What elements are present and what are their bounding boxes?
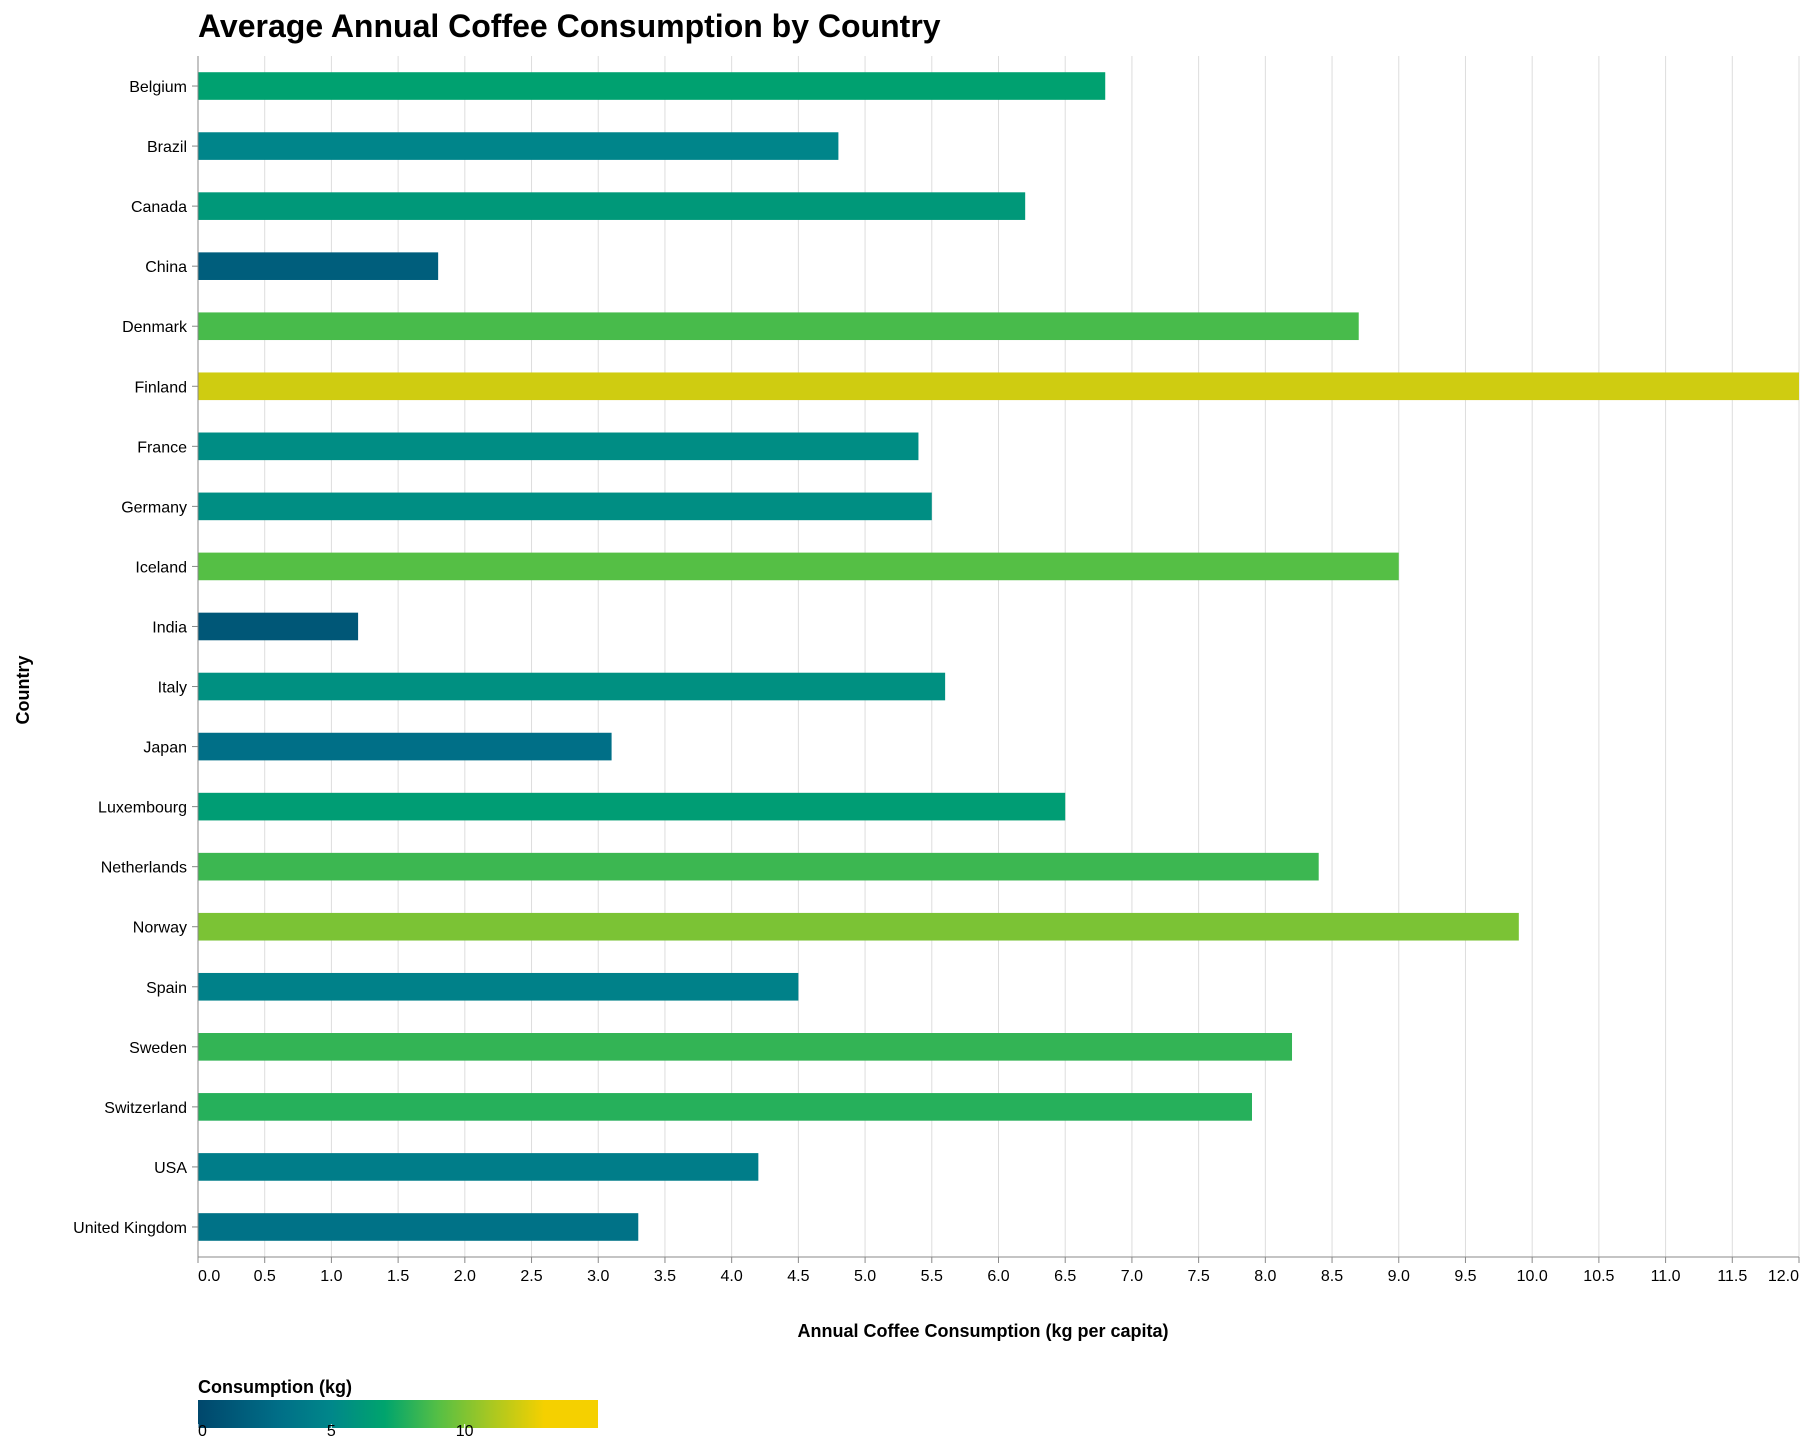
bar-norway [198, 912, 1519, 941]
color-legend: Consumption (kg) 0 5 10 [197, 1377, 598, 1440]
x-tick-label: 7.5 [1188, 1268, 1210, 1285]
y-tick-label: Netherlands [101, 860, 187, 877]
x-tick-label: 10.5 [1583, 1268, 1614, 1285]
y-tick-label: China [145, 259, 187, 276]
y-tick-label: Denmark [122, 319, 188, 336]
y-tick-label: USA [154, 1160, 187, 1177]
y-tick-label: Iceland [135, 559, 187, 576]
x-tick-label: 11.0 [1651, 1268, 1681, 1285]
bar-india [198, 612, 359, 641]
x-tick-label: 2.0 [454, 1268, 476, 1285]
legend-title: Consumption (kg) [198, 1377, 352, 1397]
x-tick-label: 0.5 [254, 1268, 276, 1285]
x-axis: 0.0 0.5 1.0 1.5 2.0 2.5 3.0 3.5 4.0 4.5 5.0 5.5 6.0 6… [197, 1256, 1800, 1285]
x-tick-label: 4.0 [721, 1268, 743, 1285]
bar-italy [198, 672, 946, 701]
y-tick-label: United Kingdom [73, 1220, 187, 1237]
x-tick-label: 1.5 [387, 1268, 409, 1285]
x-tick-label: 3.5 [654, 1268, 676, 1285]
x-tick-label: 4.5 [787, 1268, 809, 1285]
y-tick-label: France [137, 439, 187, 456]
x-tick-label: 11.5 [1717, 1268, 1747, 1285]
bar-spain [198, 972, 799, 1001]
y-tick-label: Luxembourg [98, 800, 187, 817]
gridlines [197, 56, 1800, 1257]
x-tick-label: 6.5 [1054, 1268, 1076, 1285]
y-axis-title: Country [13, 656, 33, 725]
bar-germany [198, 492, 932, 521]
x-tick-label: 0.0 [198, 1268, 220, 1285]
bars [198, 72, 1799, 1241]
x-tick-label: 9.5 [1454, 1268, 1476, 1285]
x-tick-label: 1.0 [320, 1268, 342, 1285]
x-tick-label: 8.0 [1254, 1268, 1276, 1285]
bar-luxembourg [198, 792, 1066, 821]
y-tick-label: Switzerland [104, 1100, 187, 1117]
x-tick-label: 12.0 [1768, 1268, 1799, 1285]
legend-tick-label: 5 [327, 1423, 336, 1438]
bar-finland [198, 372, 1799, 401]
x-axis-title: Annual Coffee Consumption (kg per capita… [797, 1321, 1168, 1341]
y-tick-label: Spain [146, 980, 187, 997]
bar-united-kingdom [198, 1213, 639, 1241]
x-tick-label: 3.0 [587, 1268, 609, 1285]
bar-sweden [198, 1033, 1293, 1061]
x-tick-label: 7.0 [1121, 1268, 1143, 1285]
bar-iceland [198, 552, 1399, 581]
y-tick-label: India [152, 619, 187, 636]
bar-switzerland [198, 1093, 1252, 1121]
bar-netherlands [198, 852, 1319, 881]
bar-china [198, 252, 439, 280]
y-tick-label: Belgium [129, 79, 187, 96]
y-axis: Belgium Brazil Canada China Denmark Finland Fr… [73, 56, 199, 1257]
y-tick-label: Norway [133, 920, 187, 937]
y-tick-label: Sweden [129, 1040, 187, 1057]
x-tick-label: 10.0 [1517, 1268, 1548, 1285]
legend-tick-label: 0 [198, 1423, 207, 1438]
x-tick-label: 5.0 [854, 1268, 876, 1285]
bar-japan [198, 732, 612, 761]
x-tick-label: 2.5 [520, 1268, 542, 1285]
y-tick-label: Brazil [147, 139, 187, 156]
bar-brazil [198, 132, 839, 160]
bar-canada [198, 192, 1026, 220]
legend-tick-label: 10 [456, 1423, 474, 1438]
x-tick-label: 5.5 [921, 1268, 943, 1285]
legend-gradient-bar [198, 1400, 598, 1428]
bar-belgium [198, 72, 1106, 100]
x-tick-label: 9.0 [1388, 1268, 1410, 1285]
y-tick-label: Finland [135, 379, 187, 396]
bar-france [198, 432, 919, 461]
y-tick-label: Italy [158, 680, 187, 697]
y-tick-label: Japan [143, 740, 187, 757]
y-tick-label: Canada [131, 199, 187, 216]
bar-denmark [198, 312, 1359, 341]
x-tick-label: 8.5 [1321, 1268, 1343, 1285]
bar-usa [198, 1153, 759, 1181]
x-tick-label: 6.0 [987, 1268, 1009, 1285]
y-tick-label: Germany [121, 499, 187, 516]
chart-title: Average Annual Coffee Consumption by Cou… [198, 8, 941, 44]
